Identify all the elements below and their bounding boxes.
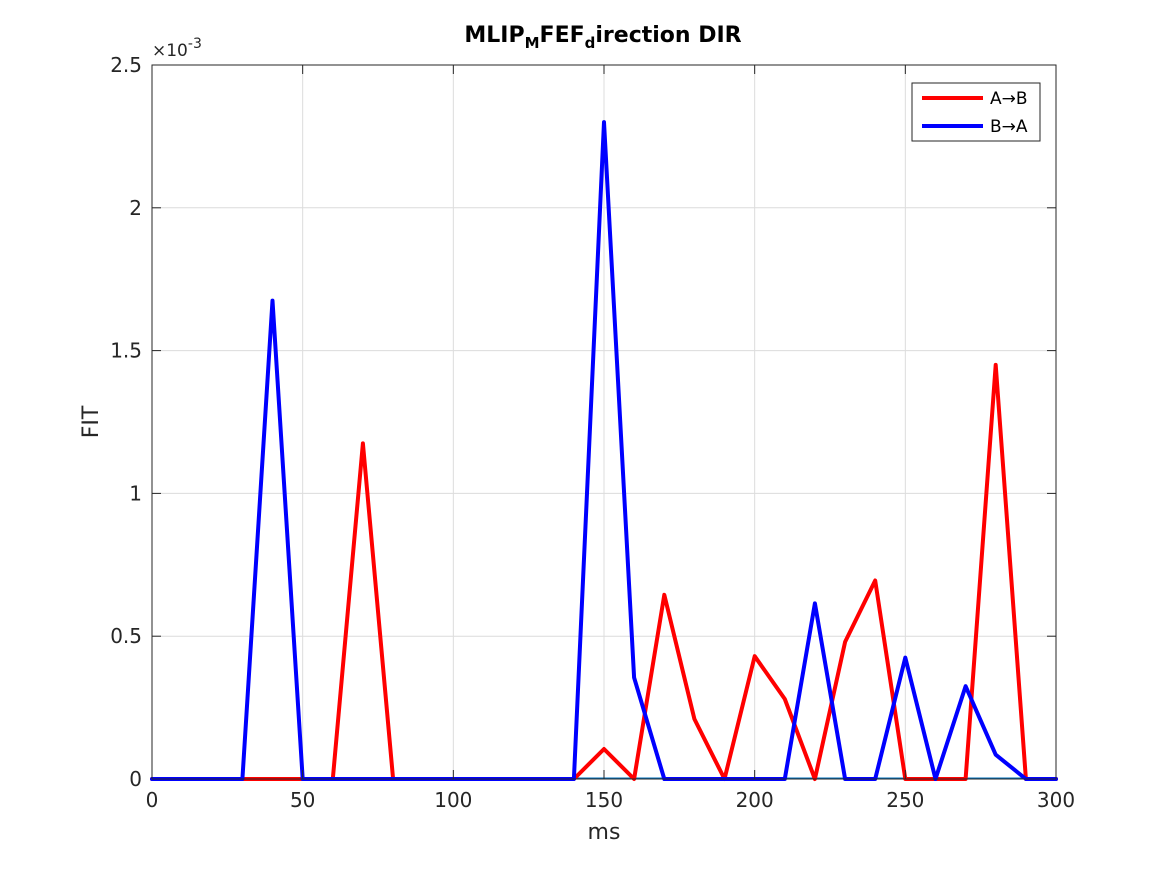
plot-area	[150, 64, 1058, 781]
y-tick-label: 0	[129, 767, 142, 791]
legend: A→B B→A	[911, 82, 1041, 142]
x-tick-label: 0	[146, 788, 159, 812]
y-tick-label: 2	[129, 196, 142, 220]
x-tick-labels: 0 50 100 150 200 250 300	[146, 788, 1075, 812]
y-exponent-power: -3	[188, 36, 202, 52]
x-tick-label: 150	[585, 788, 623, 812]
y-exponent-label: ×10-3	[152, 36, 202, 61]
y-tick-label: 2.5	[110, 53, 142, 77]
x-tick-label: 100	[434, 788, 472, 812]
x-axis-label: ms	[588, 820, 621, 845]
title-part: MLIP	[464, 23, 524, 48]
legend-label: A→B	[990, 89, 1028, 109]
y-tick-labels: 0 0.5 1 1.5 2 2.5	[110, 53, 142, 791]
x-tick-label: 200	[736, 788, 774, 812]
y-tick-label: 0.5	[110, 624, 142, 648]
y-axis-label: FIT	[79, 405, 104, 438]
title-part: d	[585, 34, 596, 52]
legend-box	[911, 82, 1041, 142]
x-tick-label: 50	[290, 788, 315, 812]
x-tick-label: 250	[886, 788, 924, 812]
legend-label: B→A	[990, 117, 1028, 137]
title-part: FEF	[540, 23, 585, 48]
x-tick-label: 300	[1037, 788, 1075, 812]
tick-marks	[151, 64, 1057, 780]
y-exponent-base: ×10	[152, 41, 188, 61]
y-tick-label: 1	[129, 481, 142, 505]
title-part: irection DIR	[595, 23, 741, 48]
chart-title: MLIPMFEFdirection DIR	[464, 23, 741, 52]
title-part: M	[525, 34, 540, 52]
y-tick-label: 1.5	[110, 339, 142, 363]
